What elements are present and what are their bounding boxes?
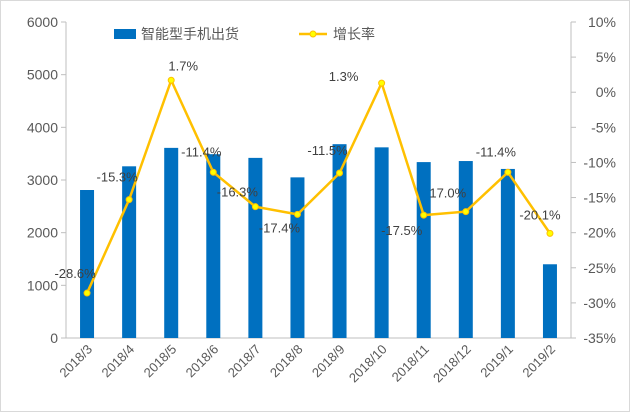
- growth-point: [504, 168, 512, 176]
- growth-point: [209, 168, 217, 176]
- growth-point: [251, 203, 259, 211]
- bar-2018/3: [80, 190, 95, 338]
- bar-2019/2: [542, 264, 557, 338]
- right-tick-label: -10%: [583, 154, 616, 170]
- data-label: 1.3%: [329, 69, 359, 84]
- growth-point: [546, 229, 554, 237]
- data-label: -17.5%: [381, 223, 423, 238]
- bar-2018/8: [290, 177, 305, 338]
- x-tick-label: 2018/6: [183, 342, 222, 381]
- data-label: -17.4%: [259, 220, 301, 235]
- x-tick-label: 2018/8: [267, 342, 306, 381]
- growth-point: [336, 169, 344, 177]
- x-tick-label: 2018/3: [56, 342, 95, 381]
- data-label: -16.3%: [217, 185, 259, 200]
- right-tick-label: -5%: [591, 119, 616, 135]
- right-tick-label: -20%: [583, 225, 616, 241]
- growth-point: [420, 211, 428, 219]
- data-label: -15.3%: [97, 170, 139, 185]
- data-label: 17.0%: [429, 186, 466, 201]
- data-label: 1.7%: [168, 58, 198, 73]
- x-tick-label: 2018/4: [99, 342, 138, 381]
- left-tick-label: 6000: [27, 14, 58, 30]
- data-label: -11.5%: [307, 143, 348, 158]
- bar-2018/5: [164, 147, 179, 338]
- bar-2019/1: [500, 168, 515, 338]
- right-tick-label: -25%: [583, 260, 616, 276]
- bar-2018/10: [374, 147, 389, 338]
- right-tick-label: 0%: [596, 84, 616, 100]
- data-label: -11.4%: [476, 144, 517, 159]
- growth-point: [378, 79, 386, 87]
- x-tick-label: 2018/10: [346, 342, 390, 386]
- left-tick-label: 4000: [27, 119, 58, 135]
- data-label: -28.6%: [54, 266, 96, 281]
- left-tick-label: 0: [50, 330, 58, 346]
- legend-bar-swatch: [114, 29, 136, 39]
- growth-point: [293, 210, 301, 218]
- legend-line-marker: [309, 30, 317, 38]
- left-tick-label: 1000: [27, 277, 58, 293]
- x-tick-label: 2019/1: [477, 342, 516, 381]
- growth-point: [125, 196, 133, 204]
- legend: 智能型手机出货 增长率: [114, 26, 375, 42]
- bar-2018/12: [458, 161, 473, 338]
- right-tick-label: 5%: [596, 49, 616, 65]
- bar-2018/9: [332, 144, 347, 338]
- legend-line-label: 增长率: [333, 26, 375, 42]
- right-tick-label: -35%: [583, 330, 616, 346]
- legend-bar-label: 智能型手机出货: [141, 26, 239, 42]
- growth-point: [167, 76, 175, 84]
- x-tick-label: 2018/5: [141, 342, 180, 381]
- x-tick-label: 2018/7: [225, 342, 264, 381]
- left-tick-label: 3000: [27, 172, 58, 188]
- x-tick-label: 2018/12: [430, 342, 474, 386]
- right-tick-label: -30%: [583, 295, 616, 311]
- bar-2018/4: [122, 166, 137, 338]
- growth-point: [83, 289, 91, 297]
- right-tick-label: -15%: [583, 190, 616, 206]
- x-tick-label: 2018/11: [389, 342, 432, 385]
- left-tick-label: 2000: [27, 225, 58, 241]
- x-tick-label: 2018/9: [309, 342, 348, 381]
- growth-point: [462, 208, 470, 216]
- right-tick-label: 10%: [588, 14, 616, 30]
- data-label: -20.1%: [519, 207, 561, 222]
- growth-rate-line: [85, 76, 551, 294]
- x-tick-label: 2019/2: [519, 342, 558, 381]
- data-label: -11.4%: [181, 144, 222, 159]
- bar-2018/6: [206, 154, 221, 338]
- left-tick-label: 5000: [27, 67, 58, 83]
